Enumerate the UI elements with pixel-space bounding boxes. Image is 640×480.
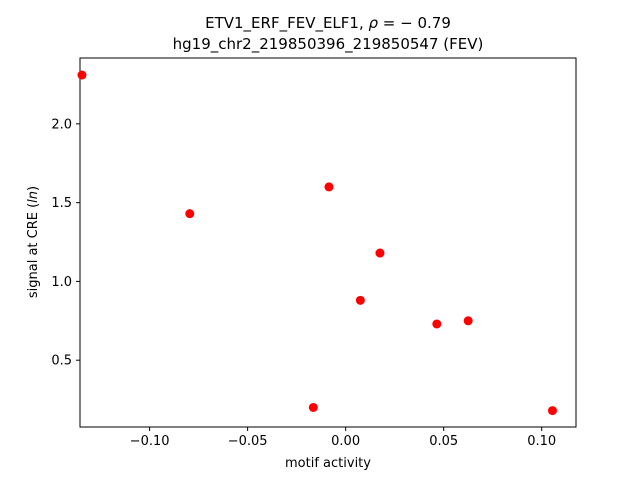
title-rho-value: = − 0.79 [378,14,451,32]
y-axis-label: signal at CRE (ln) [26,186,41,298]
y-tick-label: 2.0 [51,117,72,132]
data-points [77,70,557,416]
x-tick-label: 0.10 [527,434,556,449]
x-axis-ticks: −0.10 −0.05 0.00 0.05 0.10 [130,427,556,449]
data-point [77,70,87,80]
y-tick-label: 0.5 [51,354,72,369]
data-point [547,406,557,416]
y-axis-label-italic: ln [26,191,41,203]
data-point [432,319,442,329]
y-axis-label-suffix: ) [26,186,41,191]
data-point [308,402,318,412]
x-tick-label: 0.05 [429,434,458,449]
data-point [463,316,473,326]
title-rho-symbol: ρ [369,14,379,32]
x-tick-label: −0.10 [130,434,170,449]
chart-title-line1: ETV1_ERF_FEV_ELF1, ρ = − 0.79 [205,14,451,33]
data-point [324,182,334,192]
data-point [375,248,385,258]
y-tick-label: 1.5 [51,196,72,211]
plot-area-frame [79,57,577,428]
x-tick-label: −0.05 [228,434,268,449]
y-axis-ticks: 0.5 1.0 1.5 2.0 [51,117,80,369]
x-tick-label: 0.00 [331,434,360,449]
data-point [355,295,365,305]
y-tick-label: 1.0 [51,275,72,290]
data-point [185,209,195,219]
x-axis-label: motif activity [285,456,371,471]
title-prefix: ETV1_ERF_FEV_ELF1, [205,14,368,33]
y-axis-label-prefix: signal at CRE ( [26,203,41,298]
chart-title-line2: hg19_chr2_219850396_219850547 (FEV) [173,35,484,54]
